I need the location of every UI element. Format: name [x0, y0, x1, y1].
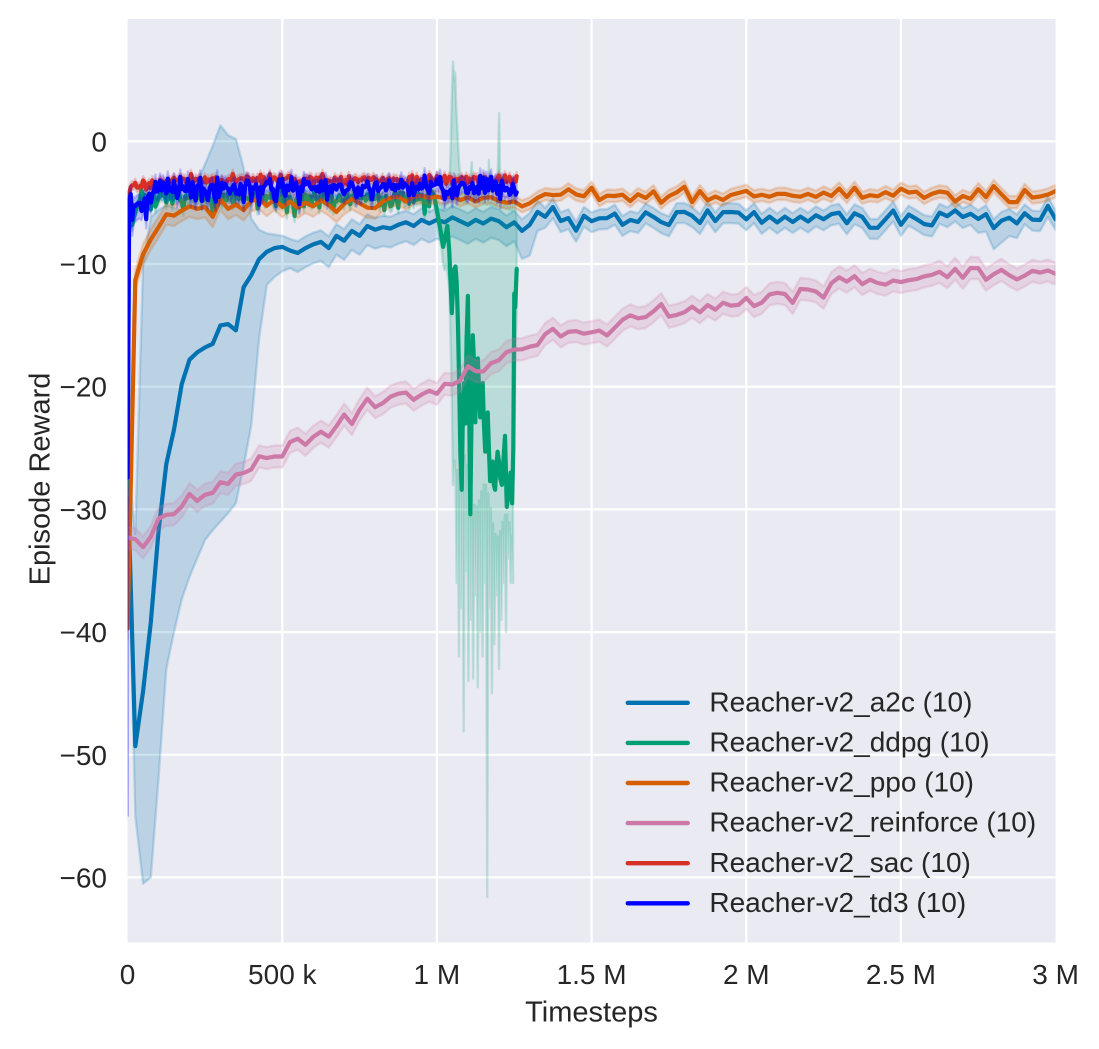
svg-text:Reacher-v2_a2c (10): Reacher-v2_a2c (10)	[709, 686, 972, 717]
svg-text:−10: −10	[60, 249, 108, 280]
svg-text:−40: −40	[60, 617, 108, 648]
svg-text:1 M: 1 M	[414, 959, 461, 990]
svg-text:Reacher-v2_ppo (10): Reacher-v2_ppo (10)	[709, 767, 974, 798]
svg-text:3 M: 3 M	[1032, 959, 1079, 990]
svg-text:0: 0	[91, 126, 107, 157]
svg-text:Reacher-v2_sac (10): Reacher-v2_sac (10)	[709, 847, 970, 878]
svg-text:−30: −30	[60, 494, 108, 525]
svg-text:Reacher-v2_td3 (10): Reacher-v2_td3 (10)	[709, 887, 966, 918]
svg-text:Reacher-v2_reinforce (10): Reacher-v2_reinforce (10)	[709, 807, 1036, 838]
svg-text:2 M: 2 M	[723, 959, 770, 990]
svg-text:500 k: 500 k	[248, 959, 317, 990]
svg-text:0: 0	[120, 959, 136, 990]
svg-text:Reacher-v2_ddpg (10): Reacher-v2_ddpg (10)	[709, 727, 989, 758]
svg-text:Timesteps: Timesteps	[525, 997, 658, 1029]
svg-text:−20: −20	[60, 372, 108, 403]
svg-text:2.5 M: 2.5 M	[866, 959, 936, 990]
svg-text:−50: −50	[60, 740, 108, 771]
svg-text:−60: −60	[60, 862, 108, 893]
svg-text:1.5 M: 1.5 M	[557, 959, 627, 990]
svg-text:Episode Reward: Episode Reward	[25, 373, 57, 586]
